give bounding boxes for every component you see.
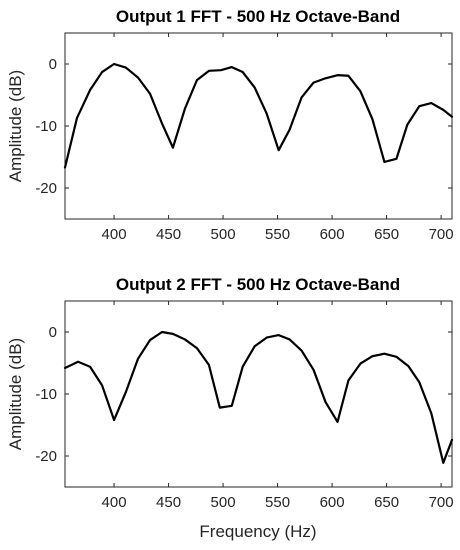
- y-tick-label: -20: [35, 448, 57, 465]
- y-tick-label: -10: [35, 386, 57, 403]
- x-tick-label: 600: [320, 226, 345, 243]
- chart-panel-output-2: Output 2 FFT - 500 Hz Octave-Band Amplit…: [6, 275, 454, 541]
- y-axis-label: Amplitude (dB): [6, 70, 25, 182]
- series-line: [63, 330, 454, 464]
- series-lines: [63, 62, 454, 169]
- series-line: [63, 62, 454, 169]
- y-ticks: 0 -10 -20: [35, 56, 452, 197]
- x-tick-label: 500: [211, 494, 236, 511]
- x-ticks: 400 450 500 550 600 650 700: [102, 33, 454, 243]
- chart-panel-output-1: Output 1 FFT - 500 Hz Octave-Band Amplit…: [6, 7, 454, 243]
- y-tick-label: 0: [49, 324, 57, 341]
- chart-title: Output 2 FFT - 500 Hz Octave-Band: [116, 275, 400, 294]
- x-tick-label: 650: [374, 226, 399, 243]
- x-ticks: 400 450 500 550 600 650 700: [102, 301, 454, 511]
- y-tick-label: -10: [35, 118, 57, 135]
- x-tick-label: 700: [429, 494, 454, 511]
- x-tick-label: 600: [320, 494, 345, 511]
- y-tick-label: -20: [35, 180, 57, 197]
- x-tick-label: 650: [374, 494, 399, 511]
- x-tick-label: 700: [429, 226, 454, 243]
- series-lines: [63, 330, 454, 464]
- y-axis-label: Amplitude (dB): [6, 338, 25, 450]
- x-tick-label: 450: [156, 494, 181, 511]
- chart-title: Output 1 FFT - 500 Hz Octave-Band: [116, 7, 400, 26]
- y-tick-label: 0: [49, 56, 57, 73]
- x-tick-label: 550: [265, 226, 290, 243]
- y-ticks: 0 -10 -20: [35, 324, 452, 465]
- x-tick-label: 450: [156, 226, 181, 243]
- x-tick-label: 400: [102, 226, 127, 243]
- plot-area: [64, 300, 453, 488]
- x-tick-label: 550: [265, 494, 290, 511]
- x-axis-label: Frequency (Hz): [199, 522, 316, 541]
- plot-area: [64, 32, 453, 220]
- x-tick-label: 400: [102, 494, 127, 511]
- x-tick-label: 500: [211, 226, 236, 243]
